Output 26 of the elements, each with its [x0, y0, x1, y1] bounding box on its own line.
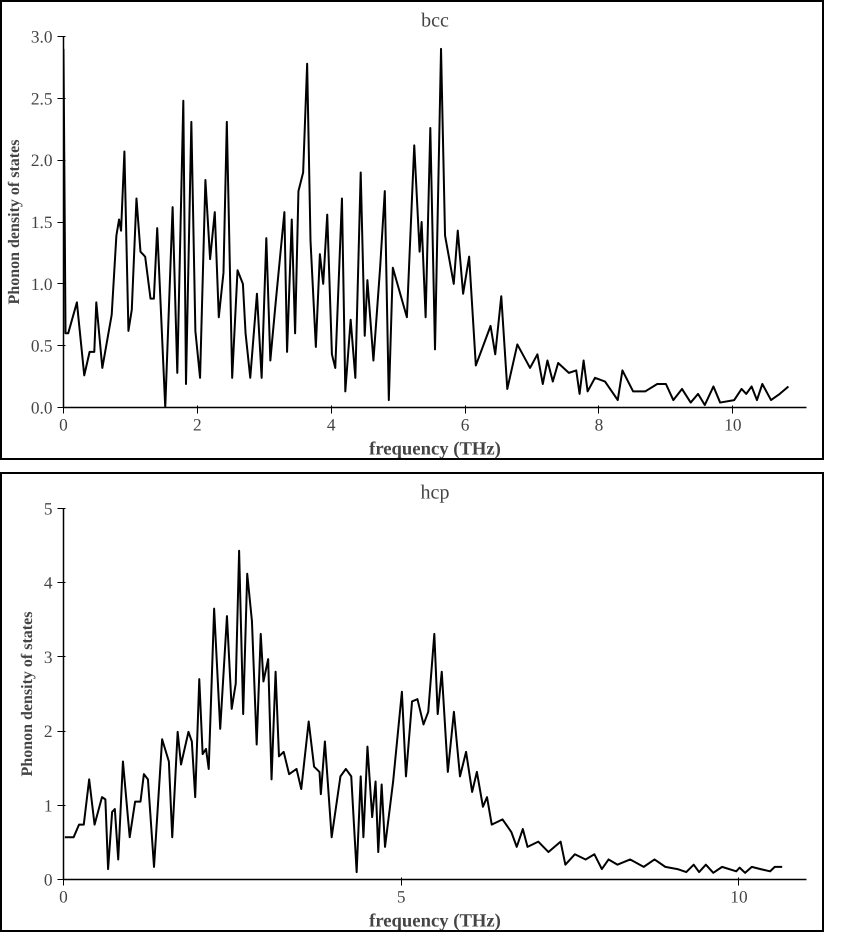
x-tick-label: 10	[724, 416, 742, 434]
x-tick-label: 4	[326, 416, 336, 434]
x-tick-label: 10	[730, 888, 748, 906]
x-tick-label: 8	[594, 416, 604, 434]
y-tick-label: 2	[44, 722, 53, 742]
y-tick-label: 2.5	[30, 89, 53, 108]
y-tick-label: 4	[44, 574, 53, 593]
x-tick-label: 0	[59, 416, 68, 434]
x-tick-label: 6	[460, 416, 470, 434]
y-tick-label: 1.0	[30, 274, 53, 294]
y-tick-label: 3	[44, 648, 53, 667]
y-tick-label: 5	[44, 500, 53, 518]
x-tick-label: 5	[396, 888, 406, 906]
y-tick-label: 2.0	[30, 151, 53, 170]
chart-title: hcp	[420, 482, 450, 504]
y-tick-label: 0	[44, 870, 53, 890]
y-tick-label: 3.0	[30, 28, 53, 46]
y-axis-title: Phonon density of states	[6, 140, 23, 304]
y-tick-label: 1	[44, 796, 53, 816]
chart-title: bcc	[421, 10, 449, 32]
x-tick-label: 2	[193, 416, 202, 434]
y-tick-label: 0.5	[30, 336, 53, 356]
y-tick-label: 1.5	[30, 213, 53, 232]
y-tick-label: 0.0	[30, 398, 53, 418]
x-tick-label: 0	[59, 888, 68, 906]
y-axis-title: Phonon density of states	[18, 612, 36, 776]
